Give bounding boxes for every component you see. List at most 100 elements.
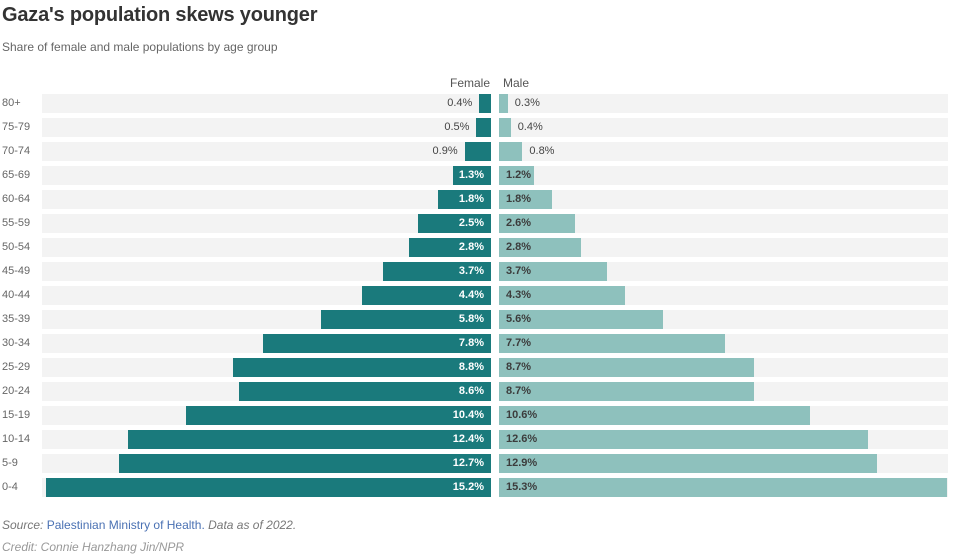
chart-row: 45-49 3.7% 3.7% — [0, 262, 953, 281]
female-bar — [233, 358, 491, 377]
male-bar — [499, 94, 508, 113]
male-bar — [499, 382, 754, 401]
center-divider — [491, 382, 499, 401]
legend-female-label: Female — [449, 76, 490, 90]
chart-row: 20-24 8.6% 8.7% — [0, 382, 953, 401]
age-label: 65-69 — [2, 169, 31, 181]
legend-male-label: Male — [503, 76, 530, 90]
chart-row: 15-19 10.4% 10.6% — [0, 406, 953, 425]
source-line: Source: Palestinian Ministry of Health. … — [2, 518, 953, 532]
female-bar — [239, 382, 491, 401]
female-bar — [186, 406, 491, 425]
male-bar — [499, 334, 725, 353]
source-note: Data as of 2022. — [204, 518, 297, 532]
male-value-label: 12.6% — [506, 433, 538, 445]
male-bar — [499, 262, 608, 281]
female-value-label: 0.9% — [432, 145, 458, 157]
female-value-label: 12.7% — [452, 457, 484, 469]
female-bar — [438, 190, 491, 209]
center-divider — [491, 118, 499, 137]
female-bar — [45, 478, 491, 497]
male-bar — [499, 142, 523, 161]
female-bar — [452, 166, 491, 185]
male-value-label: 1.8% — [506, 193, 532, 205]
female-bar — [464, 142, 491, 161]
male-value-label: 0.8% — [529, 145, 555, 157]
female-value-label: 5.8% — [458, 313, 484, 325]
male-value-label: 12.9% — [506, 457, 538, 469]
male-bar — [499, 430, 869, 449]
center-divider — [491, 166, 499, 185]
chart-row: 35-39 5.8% 5.6% — [0, 310, 953, 329]
chart-row: 10-14 12.4% 12.6% — [0, 430, 953, 449]
male-bar — [499, 214, 576, 233]
pyramid-chart: 80+ 0.4% 0.3% 75-79 0.5% 0.4% 70-74 0.9%… — [0, 94, 953, 497]
male-value-label: 8.7% — [506, 385, 532, 397]
age-label: 45-49 — [2, 265, 31, 277]
male-bar — [499, 286, 625, 305]
male-bar — [499, 454, 877, 473]
chart-row: 55-59 2.5% 2.6% — [0, 214, 953, 233]
chart-row: 40-44 4.4% 4.3% — [0, 286, 953, 305]
chart-row: 25-29 8.8% 8.7% — [0, 358, 953, 377]
male-bar — [499, 310, 664, 329]
female-value-label: 15.2% — [452, 481, 484, 493]
chart-row: 70-74 0.9% 0.8% — [0, 142, 953, 161]
female-value-label: 4.4% — [458, 289, 484, 301]
chart-row: 80+ 0.4% 0.3% — [0, 94, 953, 113]
age-label: 15-19 — [2, 409, 31, 421]
female-value-label: 0.5% — [444, 121, 470, 133]
male-value-label: 10.6% — [506, 409, 538, 421]
age-label: 25-29 — [2, 361, 31, 373]
male-bar — [499, 238, 581, 257]
center-divider — [491, 286, 499, 305]
legend: Female Male — [0, 76, 953, 90]
male-value-label: 0.3% — [514, 97, 540, 109]
source-link[interactable]: Palestinian Ministry of Health. — [46, 518, 205, 532]
female-value-label: 8.8% — [458, 361, 484, 373]
male-value-label: 3.7% — [506, 265, 532, 277]
male-value-label: 15.3% — [506, 481, 538, 493]
age-label: 75-79 — [2, 121, 31, 133]
male-value-label: 8.7% — [506, 361, 532, 373]
chart-footer: Source: Palestinian Ministry of Health. … — [2, 518, 953, 554]
age-label: 30-34 — [2, 337, 31, 349]
female-bar — [382, 262, 491, 281]
page-subtitle: Share of female and male populations by … — [2, 40, 278, 54]
female-value-label: 1.8% — [458, 193, 484, 205]
center-divider — [491, 238, 499, 257]
age-label: 35-39 — [2, 313, 31, 325]
female-value-label: 2.8% — [458, 241, 484, 253]
female-bar — [476, 118, 491, 137]
center-divider — [491, 142, 499, 161]
age-label: 60-64 — [2, 193, 31, 205]
center-divider — [491, 94, 499, 113]
age-label: 80+ — [2, 97, 21, 109]
male-value-label: 0.4% — [517, 121, 543, 133]
chart-row: 60-64 1.8% 1.8% — [0, 190, 953, 209]
age-label: 20-24 — [2, 385, 31, 397]
age-label: 10-14 — [2, 433, 31, 445]
male-bar — [499, 166, 535, 185]
credit-line: Credit: Connie Hanzhang Jin/NPR — [2, 540, 185, 554]
male-value-label: 2.8% — [506, 241, 532, 253]
male-value-label: 7.7% — [506, 337, 532, 349]
chart-row: 0-4 15.2% 15.3% — [0, 478, 953, 497]
source-prefix: Source: — [2, 518, 47, 532]
female-bar — [409, 238, 491, 257]
female-bar — [118, 454, 491, 473]
male-value-label: 1.2% — [506, 169, 532, 181]
female-value-label: 2.5% — [458, 217, 484, 229]
center-divider — [491, 190, 499, 209]
female-value-label: 12.4% — [452, 433, 484, 445]
chart-row: 65-69 1.3% 1.2% — [0, 166, 953, 185]
chart-row: 30-34 7.8% 7.7% — [0, 334, 953, 353]
center-divider — [491, 430, 499, 449]
female-value-label: 1.3% — [458, 169, 484, 181]
page-title: Gaza's population skews younger — [2, 4, 318, 26]
center-divider — [491, 334, 499, 353]
male-bar — [499, 190, 552, 209]
female-bar — [321, 310, 491, 329]
female-value-label: 10.4% — [452, 409, 484, 421]
